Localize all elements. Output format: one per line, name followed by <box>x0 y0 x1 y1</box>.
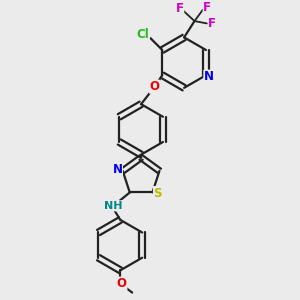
Text: Cl: Cl <box>136 28 149 41</box>
Text: O: O <box>117 277 127 290</box>
Text: N: N <box>204 70 214 83</box>
Text: S: S <box>154 187 162 200</box>
Text: F: F <box>208 17 216 30</box>
Text: N: N <box>112 163 122 176</box>
Text: NH: NH <box>104 201 123 211</box>
Text: F: F <box>203 1 211 14</box>
Text: F: F <box>176 2 184 15</box>
Text: O: O <box>150 80 160 93</box>
